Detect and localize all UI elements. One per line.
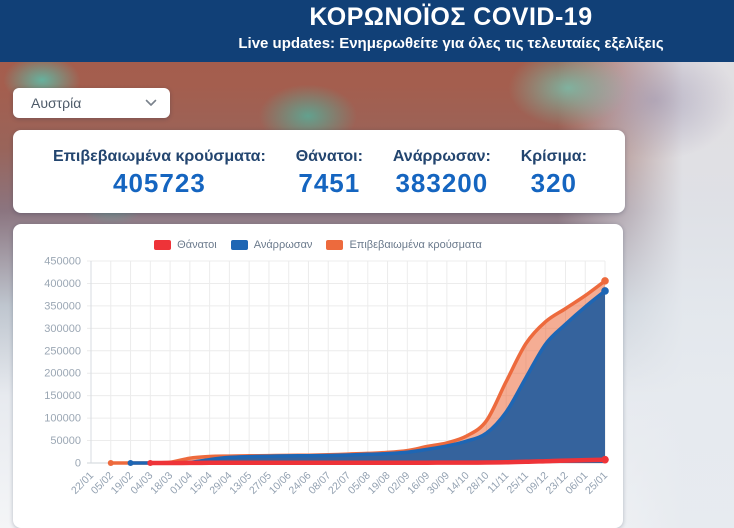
y-axis-tick-label: 0 <box>75 458 81 470</box>
legend-item-deaths[interactable]: Θάνατοι <box>154 239 217 251</box>
series-start-dot-2 <box>107 460 114 466</box>
y-axis-tick-label: 250000 <box>44 345 81 357</box>
stat-confirmed-label: Επιβεβαιωμένα κρούσματα: <box>53 148 266 165</box>
legend-item-recovered[interactable]: Ανάρρωσαν <box>230 239 313 251</box>
y-axis-tick-label: 150000 <box>44 390 81 402</box>
legend-label-recovered: Ανάρρωσαν <box>253 239 313 251</box>
page-subtitle: Live updates: Ενημερωθείτε για όλες τις … <box>238 35 664 52</box>
stats-summary-card: Επιβεβαιωμένα κρούσματα: 405723 Θάνατοι:… <box>13 130 625 213</box>
stat-deaths: Θάνατοι: 7451 <box>296 147 363 199</box>
stat-critical: Κρίσιμα: 320 <box>521 147 587 199</box>
stat-critical-label: Κρίσιμα: <box>520 148 587 165</box>
series-line-0 <box>148 457 608 466</box>
x-axis-tick-label: 28/10 <box>464 470 491 497</box>
series-end-dot-0 <box>601 455 609 464</box>
stat-deaths-label: Θάνατοι: <box>295 148 363 165</box>
country-select[interactable]: Αυστρία <box>13 88 170 118</box>
stat-deaths-value: 7451 <box>298 168 361 198</box>
legend-label-deaths: Θάνατοι <box>177 239 217 251</box>
y-axis-tick-label: 200000 <box>44 368 81 380</box>
stat-confirmed-value: 405723 <box>113 168 206 198</box>
y-axis-tick-label: 400000 <box>44 278 81 290</box>
legend-swatch-deaths <box>154 240 172 250</box>
y-axis-tick-label: 450000 <box>44 256 81 268</box>
country-select-value: Αυστρία <box>31 95 82 111</box>
legend-swatch-confirmed <box>326 240 344 250</box>
page-header: ΚΟΡΩΝΟΪΟΣ COVID-19 Live updates: Ενημερω… <box>0 0 734 62</box>
page-title: ΚΟΡΩΝΟΪΟΣ COVID-19 <box>309 3 593 31</box>
legend-swatch-recovered <box>230 240 248 250</box>
cases-area-chart: 0 50000 100000 150000 200000 250000 300000 3500… <box>44 256 610 497</box>
cases-chart-card: Θάνατοι Ανάρρωσαν Επιβεβαιωμένα κρούσματ… <box>13 224 623 528</box>
legend-label-confirmed: Επιβεβαιωμένα κρούσματα <box>349 239 482 251</box>
y-axis-tick-label: 50000 <box>50 435 81 447</box>
series-end-dot-1 <box>601 287 609 295</box>
chevron-down-icon <box>145 99 157 107</box>
stat-confirmed: Επιβεβαιωμένα κρούσματα: 405723 <box>53 147 266 199</box>
chart-legend: Θάνατοι Ανάρρωσαν Επιβεβαιωμένα κρούσματ… <box>13 238 623 252</box>
legend-item-confirmed[interactable]: Επιβεβαιωμένα κρούσματα <box>326 239 482 251</box>
x-axis-tick-label: 25/01 <box>583 470 610 497</box>
series-line-1 <box>128 289 607 465</box>
stat-critical-value: 320 <box>530 168 578 198</box>
stat-recovered-value: 383200 <box>395 168 489 198</box>
stat-recovered: Ανάρρωσαν: 383200 <box>393 147 491 199</box>
stat-recovered-label: Ανάρρωσαν: <box>392 148 491 165</box>
y-axis-tick-label: 100000 <box>44 413 81 425</box>
series-area-1 <box>130 291 606 463</box>
y-axis-tick-label: 300000 <box>44 323 81 335</box>
series-start-dot-0 <box>147 460 154 466</box>
series-end-dot-2 <box>601 277 609 285</box>
series-start-dot-1 <box>127 460 134 466</box>
y-axis-tick-label: 350000 <box>44 300 81 312</box>
